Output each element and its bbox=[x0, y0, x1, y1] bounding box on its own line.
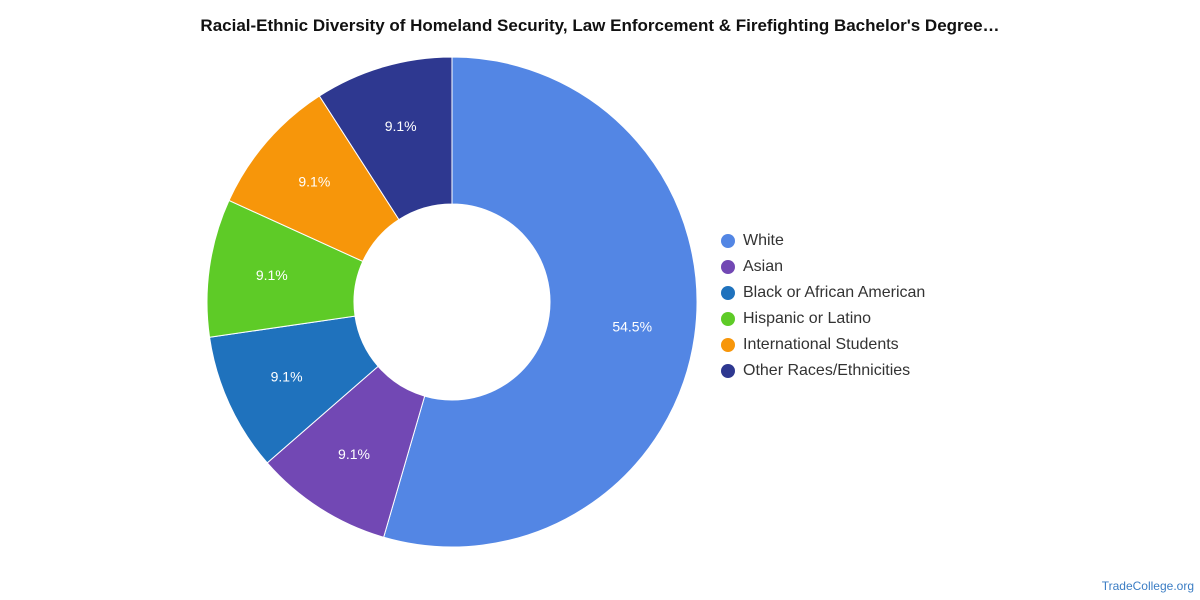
legend-item-white[interactable]: White bbox=[721, 228, 925, 254]
legend-item-black-or-african-american[interactable]: Black or African American bbox=[721, 280, 925, 306]
legend-swatch-hispanic-or-latino bbox=[721, 312, 735, 326]
chart-title: Racial-Ethnic Diversity of Homeland Secu… bbox=[200, 16, 1000, 35]
legend-swatch-white bbox=[721, 234, 735, 248]
legend-label-asian: Asian bbox=[743, 258, 784, 275]
legend-item-hispanic-or-latino[interactable]: Hispanic or Latino bbox=[721, 306, 925, 332]
legend-swatch-black-or-african-american bbox=[721, 286, 735, 300]
legend-item-other-races-ethnicities[interactable]: Other Races/Ethnicities bbox=[721, 358, 925, 384]
legend-label-international-students: International Students bbox=[743, 336, 899, 353]
slice-other-races-ethnicities[interactable] bbox=[318, 56, 453, 221]
slice-label-international-students: 9.1% bbox=[298, 174, 330, 190]
slice-label-white: 54.5% bbox=[612, 318, 652, 334]
slice-label-other-races-ethnicities: 9.1% bbox=[385, 118, 417, 134]
slice-label-black-or-african-american: 9.1% bbox=[271, 369, 303, 385]
slice-label-asian: 9.1% bbox=[338, 446, 370, 462]
legend-swatch-other-races-ethnicities bbox=[721, 364, 735, 378]
legend-label-hispanic-or-latino: Hispanic or Latino bbox=[743, 310, 872, 327]
legend-label-white: White bbox=[743, 232, 784, 249]
legend-label-other-races-ethnicities: Other Races/Ethnicities bbox=[743, 362, 911, 379]
chart-legend: White Asian Black or African American Hispa… bbox=[721, 228, 925, 384]
legend-label-black-or-african-american: Black or African American bbox=[743, 284, 926, 301]
legend-item-asian[interactable]: Asian bbox=[721, 254, 925, 280]
watermark-link[interactable]: TradeCollege.org bbox=[1101, 579, 1194, 593]
slice-label-hispanic-or-latino: 9.1% bbox=[256, 267, 288, 283]
legend-swatch-asian bbox=[721, 260, 735, 274]
legend-item-international-students[interactable]: International Students bbox=[721, 332, 925, 358]
legend-swatch-international-students bbox=[721, 338, 735, 352]
slice-white[interactable] bbox=[383, 56, 698, 548]
